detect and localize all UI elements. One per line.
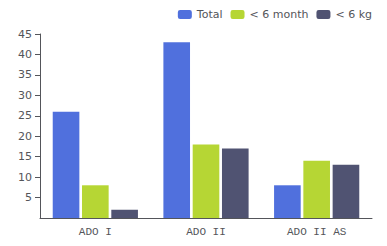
svg-text:30: 30 bbox=[18, 89, 32, 102]
svg-text:Total: Total bbox=[196, 8, 223, 21]
svg-text:15: 15 bbox=[18, 150, 32, 163]
svg-text:45: 45 bbox=[18, 28, 32, 41]
svg-text:ADO II: ADO II bbox=[186, 226, 226, 238]
svg-text:ADO II AS: ADO II AS bbox=[287, 226, 347, 238]
svg-text:20: 20 bbox=[18, 130, 32, 143]
svg-text:10: 10 bbox=[18, 171, 32, 184]
svg-text:ADO I: ADO I bbox=[79, 226, 112, 238]
svg-text:< 6 kg: < 6 kg bbox=[335, 8, 372, 21]
svg-text:< 6 month: < 6 month bbox=[250, 8, 309, 21]
svg-text:5: 5 bbox=[25, 191, 32, 204]
svg-text:40: 40 bbox=[18, 48, 32, 61]
svg-text:35: 35 bbox=[18, 68, 32, 81]
svg-text:25: 25 bbox=[18, 109, 32, 122]
